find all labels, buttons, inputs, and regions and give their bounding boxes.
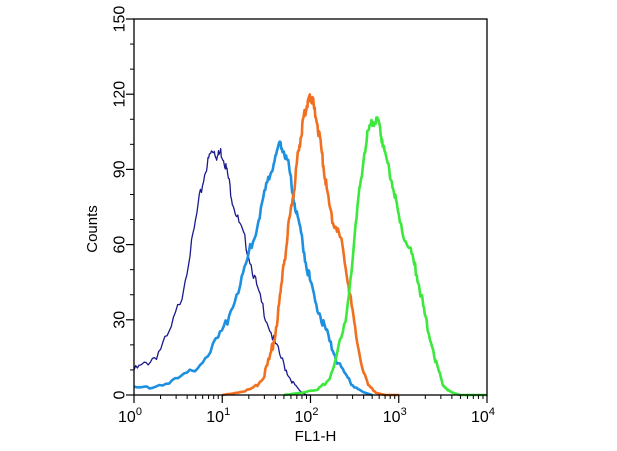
y-tick-label: 30 [112,311,129,329]
x-tick-label: 102 [295,406,319,426]
x-axis-title: FL1-H [295,428,337,445]
x-tick-label: 101 [206,406,230,426]
x-tick-label: 103 [383,406,407,426]
x-tick-label: 104 [471,406,495,426]
series-line-3 [222,93,399,397]
plot-frame [133,18,488,396]
y-axis-title: Counts [84,205,101,253]
y-tick-label: 60 [112,236,129,254]
series-line-4 [283,116,487,397]
ticks-layer: 100 101 102 103 104 0 30 60 90 120 150 [112,6,495,426]
series-line-1 [133,147,311,396]
y-tick-label: 0 [112,390,129,399]
series-line-2 [133,140,373,397]
series-layer [133,93,487,397]
x-tick-label: 100 [118,406,142,426]
y-tick-label: 90 [112,160,129,178]
y-tick-label: 150 [112,6,129,33]
y-tick-label: 120 [112,81,129,108]
